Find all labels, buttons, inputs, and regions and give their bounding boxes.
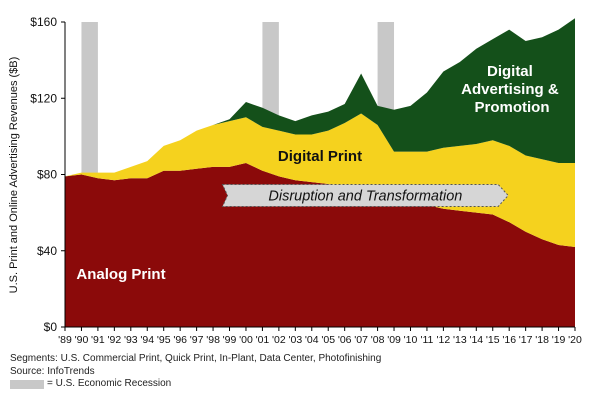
stacked-areas [65,18,575,327]
x-tick-label: '19 [552,334,566,346]
x-tick-label: '11 [420,334,433,346]
area-label-digital-ad-line2: Advertising & [461,81,559,98]
x-tick-label: '05 [321,334,335,346]
y-tick-label: $160 [30,15,57,29]
x-tick-label: '18 [535,334,549,346]
x-tick-label: '89 [58,334,72,346]
y-axis-title: U.S. Print and Online Advertising Revenu… [8,57,20,294]
source-note: Source: InfoTrends [10,365,95,377]
recession-legend-swatch [10,379,44,389]
x-tick-label: '90 [75,334,89,346]
x-tick-label: '17 [519,334,533,346]
area-digital-advertising-promotion [65,18,575,177]
disruption-arrow: Disruption and Transformation [221,183,509,207]
y-tick-label: $0 [44,320,58,334]
x-tick-label: '97 [190,334,204,346]
y-tick-label: $40 [37,244,57,258]
y-ticks: $0 $40 $80 $120 $160 [30,15,65,334]
recession-legend-label: = U.S. Economic Recession [47,378,172,389]
x-tick-label: '16 [502,334,516,346]
segments-note: Segments: U.S. Commercial Print, Quick P… [10,353,382,364]
area-analog-print [65,163,575,327]
x-ticks: '89'90'91'92'93'94'95'96'97'98'99'00'01 '… [58,327,582,346]
disruption-arrow-shape [221,183,509,207]
x-tick-label: '01 [256,334,270,346]
y-tick-label: $120 [30,91,57,105]
x-tick-label: '99 [223,334,237,346]
x-tick-label: '15 [486,334,500,346]
x-tick-label: '91 [91,334,105,346]
recession-legend: = U.S. Economic Recession [10,378,381,391]
area-label-digital-ad-line3: Promotion [475,99,550,116]
x-tick-label: '96 [173,334,187,346]
footnotes: Segments: U.S. Commercial Print, Quick P… [10,353,381,391]
area-digital-print [65,113,575,247]
x-tick-label: '93 [124,334,138,346]
x-tick-label: '09 [387,334,401,346]
x-tick-label: '95 [157,334,171,346]
x-tick-label: '92 [108,334,122,346]
x-tick-label: '94 [140,334,154,346]
y-tick-label: $80 [37,168,57,182]
x-tick-label: '20 [568,334,582,346]
area-label-analog-print: Analog Print [76,266,165,283]
x-tick-label: '98 [206,334,220,346]
area-label-digital-ad-line1: Digital [487,63,533,80]
x-tick-label: '14 [469,334,483,346]
disruption-annotation: Disruption and Transformation [268,189,462,205]
x-tick-label: '13 [453,334,467,346]
x-tick-label: '07 [354,334,368,346]
x-tick-label: '10 [404,334,418,346]
x-tick-label: '08 [371,334,385,346]
x-tick-label: '12 [437,334,451,346]
x-tick-label: '04 [305,334,319,346]
x-tick-label: '03 [288,334,302,346]
x-tick-label: '00 [239,334,253,346]
x-tick-label: '02 [272,334,286,346]
x-tick-label: '06 [338,334,352,346]
area-label-digital-advertising: Digital Advertising & Promotion [461,63,563,116]
area-label-digital-print: Digital Print [278,148,362,165]
